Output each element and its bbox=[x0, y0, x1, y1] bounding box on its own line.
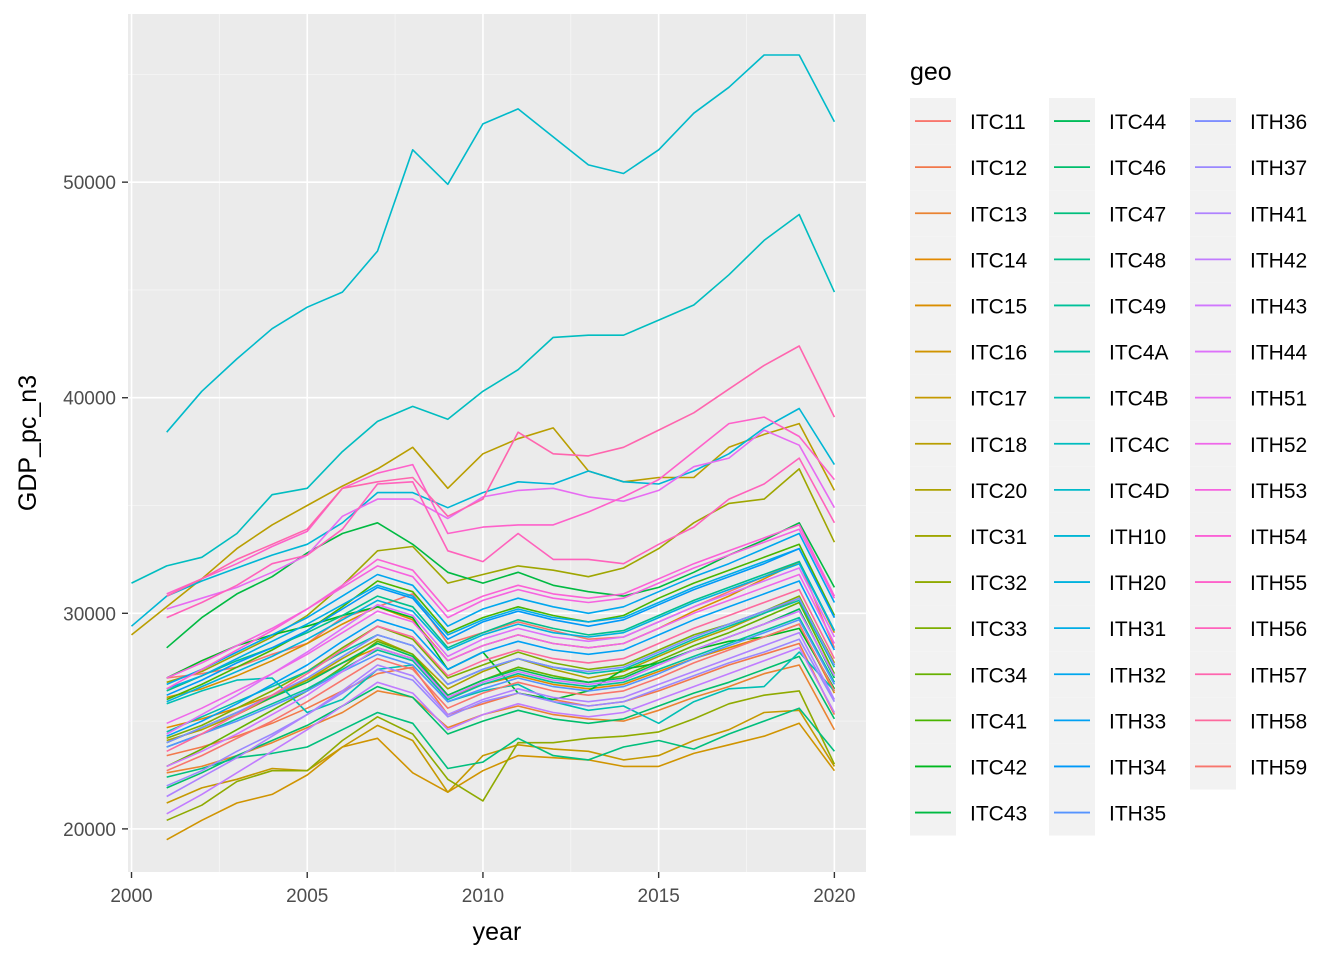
series-line-ith37 bbox=[166, 638, 836, 787]
series-line-itc11 bbox=[166, 560, 836, 679]
series-line-ith41 bbox=[166, 631, 836, 798]
legend-label-itc4c: ITC4C bbox=[1109, 434, 1170, 457]
legend-label-ith37: ITH37 bbox=[1250, 157, 1307, 180]
legend-label-itc32: ITC32 bbox=[970, 572, 1027, 595]
legend-label-itc4a: ITC4A bbox=[1109, 342, 1169, 365]
series-line-itc18 bbox=[131, 422, 836, 636]
series-line-ith57 bbox=[166, 345, 836, 597]
legend-label-itc11: ITC11 bbox=[970, 111, 1026, 134]
legend-label-itc12: ITC12 bbox=[970, 157, 1027, 180]
y-axis: 20000 30000 40000 50000 bbox=[63, 173, 128, 841]
series-layer bbox=[130, 54, 836, 841]
x-tick-label: 2010 bbox=[462, 886, 504, 907]
series-line-itc13 bbox=[166, 664, 836, 774]
legend-label-itc31: ITC31 bbox=[970, 526, 1027, 549]
series-line-itc4d bbox=[166, 54, 836, 433]
series-line-ith43 bbox=[166, 610, 836, 768]
panel-background bbox=[128, 14, 866, 872]
legend-label-ith42: ITH42 bbox=[1250, 249, 1307, 272]
series-line-itc49 bbox=[166, 616, 836, 748]
legend-title: geo bbox=[910, 58, 952, 86]
legend-label-ith34: ITH34 bbox=[1109, 756, 1167, 779]
series-line-ith52 bbox=[166, 573, 836, 725]
legend-label-ith32: ITH32 bbox=[1109, 664, 1166, 687]
series-line-ith35 bbox=[166, 618, 836, 748]
legend-label-itc41: ITC41 bbox=[970, 710, 1027, 733]
legend-label-ith54: ITH54 bbox=[1250, 526, 1308, 549]
y-tick-label: 30000 bbox=[63, 604, 116, 625]
series-line-itc47 bbox=[166, 707, 836, 778]
legend-label-ith43: ITH43 bbox=[1250, 295, 1307, 318]
legend-label-ith36: ITH36 bbox=[1250, 111, 1307, 134]
series-line-itc46 bbox=[166, 655, 836, 789]
legend-label-ith51: ITH51 bbox=[1250, 388, 1307, 411]
series-line-ith32 bbox=[166, 532, 836, 686]
legend-label-ith59: ITH59 bbox=[1250, 756, 1307, 779]
series-line-ith51 bbox=[166, 429, 836, 610]
x-tick-label: 2000 bbox=[110, 886, 152, 907]
y-tick-label: 20000 bbox=[63, 820, 116, 841]
series-line-ith42 bbox=[166, 646, 836, 815]
series-line-ith58 bbox=[166, 588, 836, 753]
legend-label-itc16: ITC16 bbox=[970, 342, 1027, 365]
legend-label-ith55: ITH55 bbox=[1250, 572, 1307, 595]
x-axis-title: year bbox=[473, 918, 522, 946]
x-tick-label: 2020 bbox=[813, 886, 855, 907]
series-line-itc42 bbox=[166, 605, 836, 701]
y-axis-title: GDP_pc_n3 bbox=[14, 375, 42, 511]
legend-label-itc33: ITC33 bbox=[970, 618, 1027, 641]
legend-label-itc15: ITC15 bbox=[970, 295, 1027, 318]
y-tick-label: 50000 bbox=[63, 173, 116, 194]
legend-label-ith31: ITH31 bbox=[1109, 618, 1166, 641]
series-line-ith54 bbox=[166, 524, 836, 690]
series-line-ith59 bbox=[166, 623, 836, 772]
legend-label-ith20: ITH20 bbox=[1109, 572, 1166, 595]
legend-label-itc20: ITC20 bbox=[970, 480, 1027, 503]
legend-label-ith35: ITH35 bbox=[1109, 803, 1166, 826]
legend-label-ith44: ITH44 bbox=[1250, 342, 1308, 365]
legend-label-itc14: ITC14 bbox=[970, 249, 1028, 272]
legend-label-ith57: ITH57 bbox=[1250, 664, 1307, 687]
legend-label-itc13: ITC13 bbox=[970, 203, 1027, 226]
legend-label-ith56: ITH56 bbox=[1250, 618, 1307, 641]
legend-label-itc42: ITC42 bbox=[970, 756, 1027, 779]
x-tick-label: 2005 bbox=[286, 886, 328, 907]
legend-label-itc18: ITC18 bbox=[970, 434, 1027, 457]
x-tick-label: 2015 bbox=[638, 886, 680, 907]
legend-label-ith53: ITH53 bbox=[1250, 480, 1307, 503]
series-line-ith34 bbox=[166, 547, 836, 696]
legend-label-itc48: ITC48 bbox=[1109, 249, 1166, 272]
series-line-ith56 bbox=[166, 457, 836, 619]
x-axis: 2000 2005 2010 2015 2020 bbox=[110, 872, 856, 907]
legend-label-itc46: ITC46 bbox=[1109, 157, 1166, 180]
legend-label-itc17: ITC17 bbox=[970, 388, 1027, 411]
legend-label-ith41: ITH41 bbox=[1250, 203, 1307, 226]
series-line-ith20 bbox=[166, 562, 836, 703]
legend-label-itc43: ITC43 bbox=[970, 803, 1027, 826]
series-line-itc12 bbox=[166, 642, 836, 757]
series-line-ith53 bbox=[166, 528, 836, 679]
series-line-itc32 bbox=[166, 690, 836, 822]
series-line-itc16 bbox=[166, 722, 836, 841]
series-line-itc4c bbox=[131, 213, 836, 584]
legend-label-ith52: ITH52 bbox=[1250, 434, 1307, 457]
legend-label-itc4d: ITC4D bbox=[1109, 480, 1170, 503]
series-line-ith55 bbox=[166, 416, 836, 595]
legend-label-ith58: ITH58 bbox=[1250, 710, 1307, 733]
legend-label-itc44: ITC44 bbox=[1109, 111, 1167, 134]
legend-label-itc49: ITC49 bbox=[1109, 295, 1166, 318]
legend-label-itc47: ITC47 bbox=[1109, 203, 1166, 226]
series-line-ith10 bbox=[130, 407, 836, 627]
series-line-ith31 bbox=[166, 547, 836, 690]
legend-label-itc34: ITC34 bbox=[970, 664, 1028, 687]
legend: geo ITC11 ITC12 ITC13 ITC14 ITC15 ITC16 ITC17 I… bbox=[910, 58, 1308, 836]
legend-label-ith10: ITH10 bbox=[1109, 526, 1166, 549]
series-line-ith33 bbox=[166, 580, 836, 737]
legend-label-itc4b: ITC4B bbox=[1109, 388, 1169, 411]
legend-label-ith33: ITH33 bbox=[1109, 710, 1166, 733]
series-line-itc41 bbox=[166, 543, 836, 701]
y-tick-label: 40000 bbox=[63, 389, 116, 410]
